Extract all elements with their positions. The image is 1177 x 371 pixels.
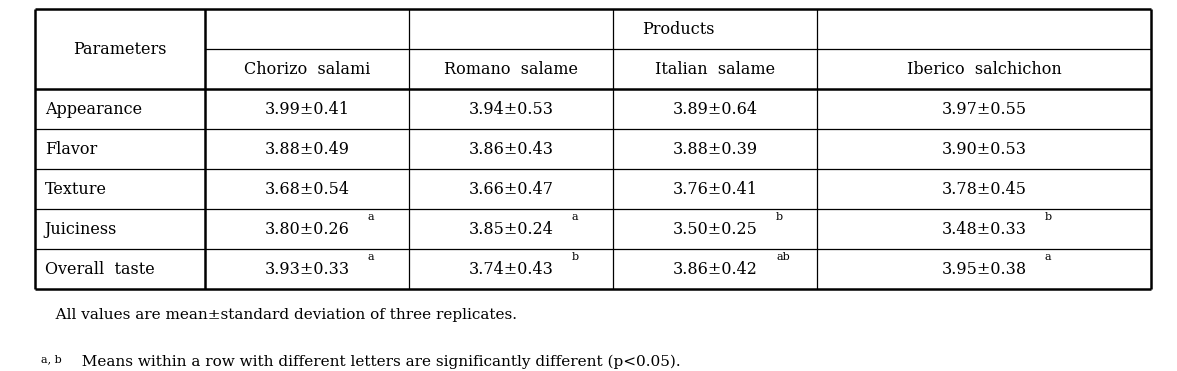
Text: 3.74±0.43: 3.74±0.43 — [468, 261, 553, 278]
Text: 3.90±0.53: 3.90±0.53 — [942, 141, 1026, 158]
Text: 3.80±0.26: 3.80±0.26 — [265, 221, 350, 238]
Text: Flavor: Flavor — [45, 141, 97, 158]
Text: 3.78±0.45: 3.78±0.45 — [942, 181, 1026, 198]
Text: b: b — [572, 252, 579, 262]
Text: 3.48±0.33: 3.48±0.33 — [942, 221, 1026, 238]
Text: 3.97±0.55: 3.97±0.55 — [942, 101, 1026, 118]
Text: Chorizo  salami: Chorizo salami — [244, 61, 371, 78]
Text: 3.86±0.42: 3.86±0.42 — [673, 261, 758, 278]
Text: 3.94±0.53: 3.94±0.53 — [468, 101, 553, 118]
Text: Products: Products — [641, 21, 714, 38]
Text: b: b — [776, 212, 783, 222]
Text: a: a — [367, 212, 374, 222]
Text: Juiciness: Juiciness — [45, 221, 117, 238]
Text: a: a — [572, 212, 578, 222]
Text: 3.89±0.64: 3.89±0.64 — [673, 101, 758, 118]
Text: 3.50±0.25: 3.50±0.25 — [673, 221, 758, 238]
Text: 3.88±0.49: 3.88±0.49 — [265, 141, 350, 158]
Text: ab: ab — [776, 252, 790, 262]
Text: 3.66±0.47: 3.66±0.47 — [468, 181, 553, 198]
Text: 3.93±0.33: 3.93±0.33 — [265, 261, 350, 278]
Text: 3.95±0.38: 3.95±0.38 — [942, 261, 1026, 278]
Text: Texture: Texture — [45, 181, 107, 198]
Text: a: a — [1045, 252, 1051, 262]
Text: a, b: a, b — [41, 354, 62, 364]
Text: Means within a row with different letters are significantly different (p<0.05).: Means within a row with different letter… — [72, 354, 680, 369]
Text: Parameters: Parameters — [73, 41, 167, 58]
Text: Italian  salame: Italian salame — [656, 61, 776, 78]
Text: Appearance: Appearance — [45, 101, 142, 118]
Text: 3.85±0.24: 3.85±0.24 — [468, 221, 553, 238]
Text: 3.99±0.41: 3.99±0.41 — [265, 101, 350, 118]
Text: a: a — [367, 252, 374, 262]
Text: b: b — [1045, 212, 1052, 222]
Text: 3.88±0.39: 3.88±0.39 — [673, 141, 758, 158]
Text: All values are mean±standard deviation of three replicates.: All values are mean±standard deviation o… — [41, 308, 517, 322]
Text: Romano  salame: Romano salame — [444, 61, 578, 78]
Text: Iberico  salchichon: Iberico salchichon — [907, 61, 1062, 78]
Text: 3.86±0.43: 3.86±0.43 — [468, 141, 553, 158]
Text: 3.76±0.41: 3.76±0.41 — [673, 181, 758, 198]
Text: Overall  taste: Overall taste — [45, 261, 154, 278]
Text: 3.68±0.54: 3.68±0.54 — [265, 181, 350, 198]
